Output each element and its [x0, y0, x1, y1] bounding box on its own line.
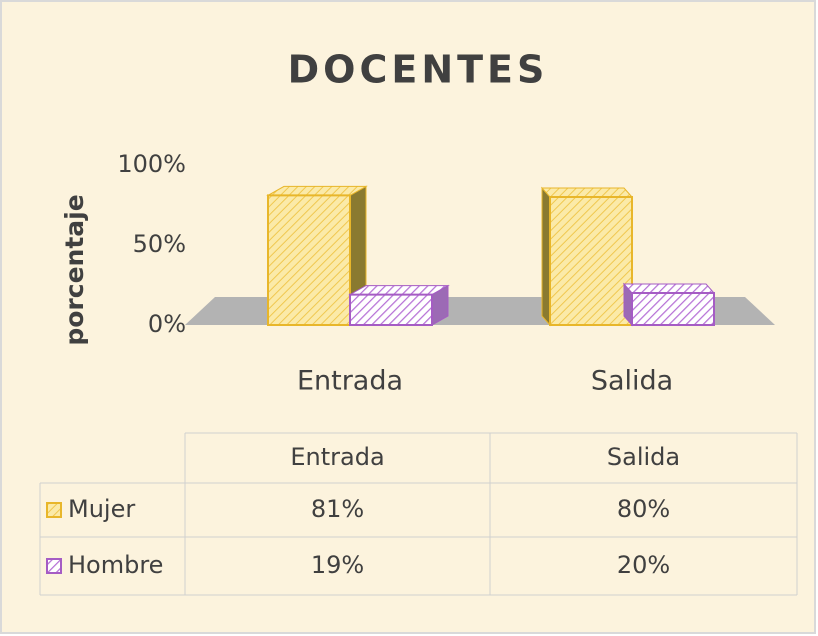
y-tick-label: 0% — [148, 310, 186, 338]
table-value: 19% — [311, 551, 364, 579]
table-header: Salida — [607, 443, 680, 471]
bar — [348, 284, 450, 326]
bar-top — [622, 283, 716, 294]
bar-top — [348, 285, 450, 296]
y-axis-label: porcentaje — [60, 194, 89, 345]
bar-side — [541, 186, 551, 327]
y-tick-label: 100% — [117, 150, 186, 178]
table-value: 81% — [311, 495, 364, 523]
table-value: 80% — [617, 495, 670, 523]
bar-front — [549, 196, 633, 326]
legend-label: Mujer — [68, 495, 135, 523]
bar-top — [266, 185, 368, 196]
chart-title: DOCENTES — [288, 48, 549, 92]
bar — [622, 282, 716, 327]
legend-label: Hombre — [68, 551, 163, 579]
table-header: Entrada — [290, 443, 384, 471]
bar-front — [349, 293, 433, 326]
bar — [540, 186, 634, 327]
table-value: 20% — [617, 551, 670, 579]
legend-swatch — [46, 558, 62, 574]
x-tick-label: Entrada — [297, 366, 403, 397]
legend-swatch — [46, 502, 62, 518]
y-tick-label: 50% — [133, 230, 186, 258]
bar-front — [267, 194, 351, 326]
bar-top — [540, 187, 634, 198]
x-tick-label: Salida — [591, 366, 673, 397]
bar-front — [631, 292, 715, 326]
